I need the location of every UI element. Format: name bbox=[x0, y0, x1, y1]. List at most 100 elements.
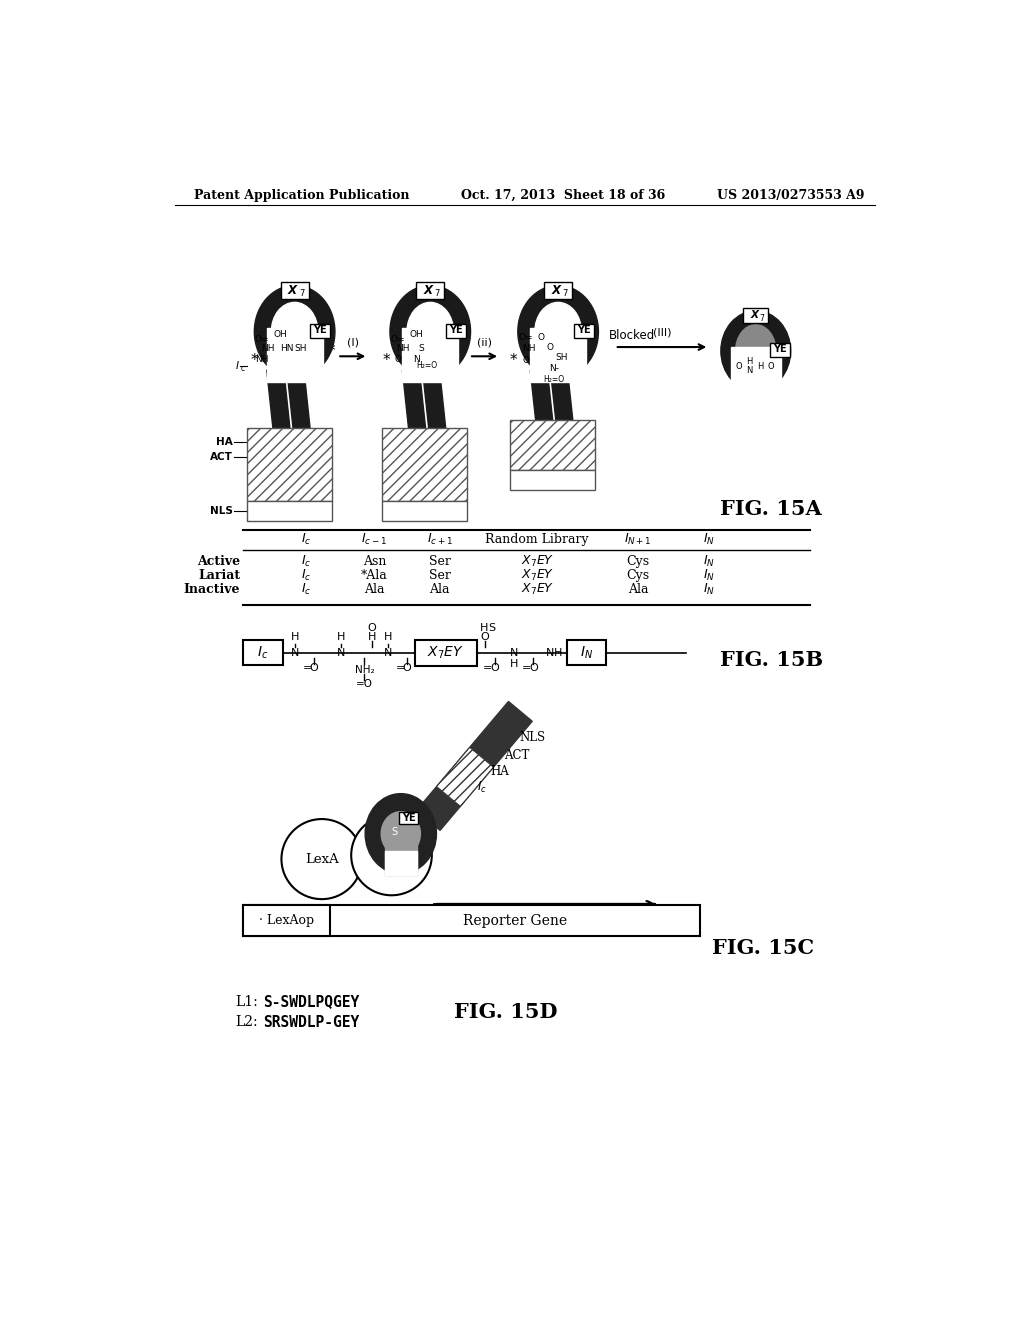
Bar bbox=[382, 428, 467, 502]
Bar bbox=[417, 281, 444, 298]
Text: *: * bbox=[383, 354, 391, 368]
Text: O: O bbox=[402, 663, 412, 673]
Text: O: O bbox=[490, 663, 499, 673]
Text: (ii): (ii) bbox=[477, 337, 492, 347]
Text: YE: YE bbox=[773, 345, 786, 354]
Text: H: H bbox=[291, 632, 299, 643]
Text: N: N bbox=[746, 367, 753, 375]
Text: FIG. 15B: FIG. 15B bbox=[720, 651, 823, 671]
Text: $I_N$: $I_N$ bbox=[581, 644, 593, 661]
Text: Ser: Ser bbox=[429, 569, 451, 582]
Text: O=: O= bbox=[390, 335, 404, 343]
Text: $I_{c-1}$: $I_{c-1}$ bbox=[361, 532, 387, 546]
Text: YE: YE bbox=[449, 325, 463, 335]
Text: O: O bbox=[768, 362, 774, 371]
Ellipse shape bbox=[390, 285, 471, 378]
Bar bbox=[510, 420, 595, 470]
Text: Ala: Ala bbox=[429, 583, 450, 597]
Bar bbox=[243, 906, 330, 936]
Text: NLS: NLS bbox=[210, 506, 232, 516]
Text: FIG. 15D: FIG. 15D bbox=[454, 1002, 557, 1022]
Text: X: X bbox=[551, 284, 560, 297]
Text: $I_c$: $I_c$ bbox=[301, 568, 311, 583]
Text: Inactive: Inactive bbox=[184, 583, 241, 597]
Bar bbox=[731, 347, 780, 397]
Text: H: H bbox=[368, 632, 376, 643]
Text: *Ala: *Ala bbox=[361, 569, 388, 582]
Polygon shape bbox=[402, 370, 433, 502]
Text: (I): (I) bbox=[347, 337, 358, 347]
Text: O: O bbox=[538, 334, 545, 342]
Text: O: O bbox=[735, 362, 742, 371]
Polygon shape bbox=[423, 370, 454, 502]
Text: SH: SH bbox=[295, 345, 307, 352]
Bar bbox=[544, 281, 572, 298]
Ellipse shape bbox=[366, 793, 436, 874]
Text: O: O bbox=[547, 343, 554, 351]
Text: NH: NH bbox=[255, 355, 269, 364]
Text: L2:: L2: bbox=[234, 1015, 258, 1030]
Polygon shape bbox=[436, 747, 494, 807]
Text: NH: NH bbox=[261, 345, 274, 352]
Bar bbox=[510, 470, 595, 490]
Bar bbox=[573, 323, 594, 338]
Text: N: N bbox=[291, 648, 299, 657]
Text: O: O bbox=[309, 663, 318, 673]
Bar bbox=[382, 502, 467, 521]
Bar bbox=[530, 327, 586, 381]
Text: OH: OH bbox=[273, 330, 288, 339]
Text: $I_c$: $I_c$ bbox=[301, 582, 311, 597]
Bar bbox=[385, 828, 417, 875]
Text: =O: =O bbox=[356, 678, 373, 689]
Bar bbox=[247, 428, 332, 502]
Text: H: H bbox=[510, 659, 518, 668]
Ellipse shape bbox=[271, 302, 317, 360]
Text: LexA: LexA bbox=[305, 853, 339, 866]
Polygon shape bbox=[530, 370, 558, 470]
Bar bbox=[385, 851, 417, 875]
Text: O: O bbox=[529, 663, 538, 673]
Text: ACT: ACT bbox=[504, 750, 529, 762]
Text: $I_{N+1}$: $I_{N+1}$ bbox=[624, 532, 652, 546]
Ellipse shape bbox=[254, 285, 335, 378]
Bar bbox=[743, 308, 768, 323]
Text: H: H bbox=[757, 362, 764, 371]
Text: Asn: Asn bbox=[362, 556, 386, 569]
Text: $I_N$: $I_N$ bbox=[703, 532, 715, 546]
Text: O: O bbox=[394, 355, 401, 364]
Bar bbox=[266, 327, 323, 381]
Text: NH: NH bbox=[396, 345, 410, 352]
Text: Ala: Ala bbox=[365, 583, 385, 597]
Text: $X_7EY$: $X_7EY$ bbox=[427, 644, 464, 661]
Text: Active: Active bbox=[198, 556, 241, 569]
Bar bbox=[415, 640, 477, 665]
Text: O: O bbox=[522, 356, 529, 366]
Text: *: * bbox=[328, 345, 336, 359]
Text: Random Library: Random Library bbox=[485, 533, 589, 546]
Text: H₂=O: H₂=O bbox=[416, 362, 437, 370]
Text: *: * bbox=[459, 345, 467, 359]
Bar bbox=[415, 651, 477, 655]
Bar bbox=[402, 327, 458, 381]
Text: OH: OH bbox=[410, 330, 423, 339]
Text: =: = bbox=[302, 663, 311, 673]
Bar bbox=[243, 906, 700, 936]
Text: O: O bbox=[480, 632, 488, 643]
Text: X: X bbox=[751, 310, 758, 321]
Text: N: N bbox=[383, 648, 392, 657]
Ellipse shape bbox=[735, 325, 776, 378]
Text: 7: 7 bbox=[434, 289, 440, 297]
Text: $I_c$: $I_c$ bbox=[477, 780, 487, 795]
Text: I: I bbox=[236, 362, 239, 371]
Polygon shape bbox=[550, 370, 579, 470]
Bar bbox=[770, 343, 790, 358]
Text: $I_c$: $I_c$ bbox=[257, 644, 268, 661]
Text: H: H bbox=[337, 632, 345, 643]
Bar bbox=[310, 323, 331, 338]
Text: YE: YE bbox=[577, 325, 591, 335]
Text: $X_7EY$: $X_7EY$ bbox=[520, 554, 554, 569]
Polygon shape bbox=[417, 701, 532, 830]
Text: N: N bbox=[337, 648, 345, 657]
Text: Patent Application Publication: Patent Application Publication bbox=[194, 189, 410, 202]
Text: $I_N$: $I_N$ bbox=[703, 582, 715, 597]
